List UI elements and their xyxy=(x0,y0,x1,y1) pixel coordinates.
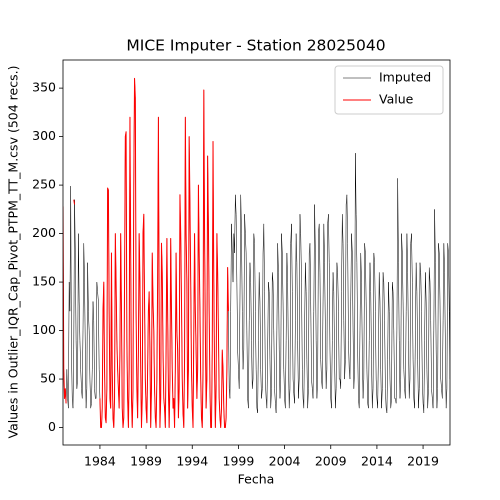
y-tick-label: 100 xyxy=(32,322,56,337)
y-tick-label: 150 xyxy=(32,274,56,289)
x-axis-label: Fecha xyxy=(238,472,275,487)
legend-label: Imputed xyxy=(379,70,431,85)
series-line xyxy=(99,77,229,429)
y-axis-label: Values in Outlier_IQR_Cap_Pivot_PTPM_TT_… xyxy=(6,66,21,439)
series-line xyxy=(63,206,67,404)
x-tick-label: 1994 xyxy=(176,454,208,469)
y-tick-label: 300 xyxy=(32,128,56,143)
plot-frame xyxy=(62,59,451,446)
chart-title: MICE Imputer - Station 28025040 xyxy=(126,37,385,55)
legend-label: Value xyxy=(379,92,414,107)
y-tick-label: 50 xyxy=(40,371,56,386)
series-line xyxy=(73,199,76,205)
x-tick-label: 2009 xyxy=(315,454,347,469)
y-tick-label: 0 xyxy=(48,419,56,434)
x-tick-label: 2014 xyxy=(361,454,393,469)
y-tick-label: 200 xyxy=(32,225,56,240)
x-tick-label: 1989 xyxy=(130,454,162,469)
x-tick-label: 2019 xyxy=(407,454,439,469)
y-tick-label: 350 xyxy=(32,80,56,95)
x-tick-label: 1984 xyxy=(84,454,116,469)
x-tick-label: 1999 xyxy=(223,454,255,469)
x-tick-label: 2004 xyxy=(269,454,301,469)
y-tick-label: 250 xyxy=(32,177,56,192)
